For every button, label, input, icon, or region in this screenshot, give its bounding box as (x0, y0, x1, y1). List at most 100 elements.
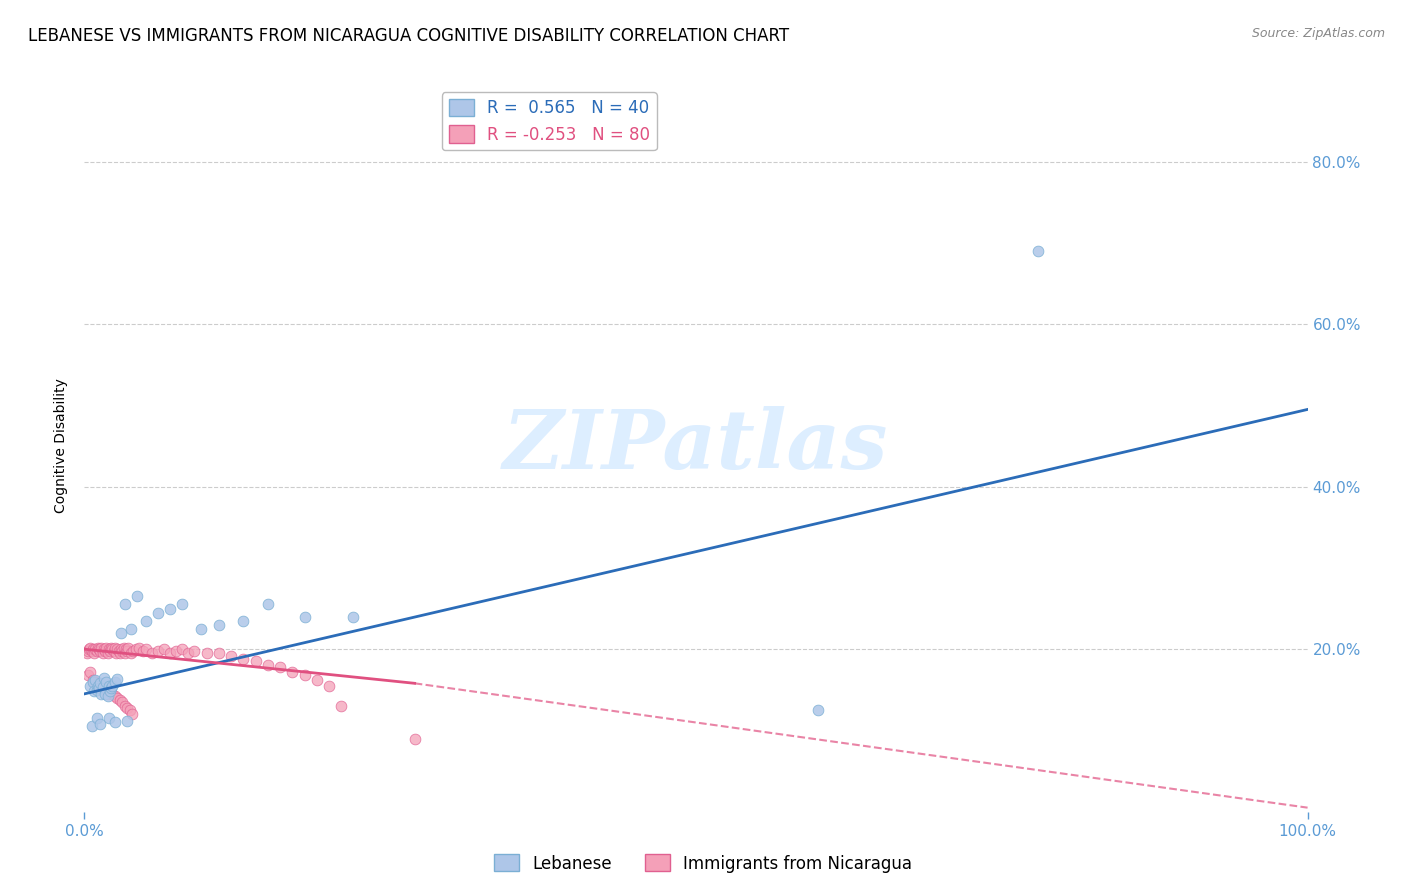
Point (96, 640, 118, 655)
Point (98, 644, 121, 658)
Point (208, 617, 231, 632)
Point (120, 646, 142, 660)
Point (190, 622, 212, 636)
Point (111, 695, 134, 709)
Point (83, 646, 105, 660)
Point (305, 673, 328, 687)
Point (87, 679, 110, 693)
Point (79, 665, 101, 679)
Point (91, 681, 114, 695)
Point (115, 700, 138, 714)
Point (269, 660, 291, 674)
Point (141, 646, 163, 660)
Point (146, 606, 169, 620)
Point (232, 614, 254, 628)
Point (97, 646, 120, 660)
Point (112, 640, 135, 655)
Point (82, 674, 104, 689)
Point (153, 642, 176, 657)
Point (330, 699, 353, 714)
Point (105, 646, 128, 660)
Point (77, 642, 100, 657)
Point (121, 707, 143, 722)
Point (117, 640, 139, 655)
Point (115, 644, 138, 658)
Point (77, 644, 100, 658)
Point (89, 717, 111, 731)
Point (120, 622, 142, 636)
Point (97, 711, 120, 725)
Point (101, 679, 124, 693)
Point (159, 646, 181, 660)
Point (80, 644, 103, 658)
Point (98, 684, 121, 698)
Point (114, 646, 136, 660)
Text: LEBANESE VS IMMIGRANTS FROM NICARAGUA COGNITIVE DISABILITY CORRELATION CHART: LEBANESE VS IMMIGRANTS FROM NICARAGUA CO… (28, 27, 789, 45)
Point (114, 699, 136, 714)
Point (257, 658, 280, 673)
Point (86, 682, 108, 697)
Point (128, 640, 150, 655)
Point (89, 676, 111, 690)
Point (245, 654, 267, 668)
Point (125, 590, 148, 604)
Point (84, 674, 107, 689)
Point (90, 687, 112, 701)
Point (101, 642, 124, 657)
Point (107, 644, 129, 658)
Point (177, 646, 200, 660)
Point (110, 642, 132, 657)
Point (135, 614, 157, 628)
Point (118, 703, 141, 717)
Point (104, 715, 127, 730)
Point (146, 644, 169, 658)
Point (110, 626, 132, 640)
Point (105, 642, 128, 657)
Point (103, 644, 125, 658)
Point (83, 684, 105, 698)
Point (94, 687, 117, 701)
Point (159, 601, 181, 615)
Point (86, 711, 108, 725)
Point (294, 668, 316, 682)
Point (100, 640, 122, 655)
Point (80, 719, 103, 733)
Point (100, 681, 122, 696)
Point (105, 672, 128, 686)
Point (122, 644, 145, 658)
Point (87, 642, 110, 657)
Point (77, 668, 100, 682)
Point (90, 640, 112, 655)
Point (114, 598, 136, 612)
Point (105, 690, 128, 705)
Point (89, 679, 111, 693)
Point (104, 690, 127, 704)
Y-axis label: Cognitive Disability: Cognitive Disability (55, 378, 69, 514)
Point (98, 684, 121, 698)
Point (87, 640, 110, 655)
Point (115, 714, 138, 728)
Point (219, 648, 242, 663)
Point (93, 671, 115, 685)
Point (183, 644, 205, 658)
Point (108, 692, 131, 706)
Point (87, 681, 110, 696)
Point (82, 673, 104, 687)
Point (97, 679, 120, 693)
Point (84, 673, 107, 687)
Point (165, 644, 187, 658)
Point (97, 642, 120, 657)
Point (111, 644, 134, 658)
Point (97, 687, 120, 701)
Point (87, 676, 110, 690)
Point (97, 690, 120, 704)
Point (84, 642, 107, 657)
Text: Source: ZipAtlas.com: Source: ZipAtlas.com (1251, 27, 1385, 40)
Point (294, 609, 316, 624)
Point (91, 646, 114, 660)
Point (281, 665, 304, 679)
Point (94, 644, 117, 658)
Text: ZIPatlas: ZIPatlas (503, 406, 889, 486)
Point (318, 679, 340, 693)
Point (76, 646, 98, 660)
